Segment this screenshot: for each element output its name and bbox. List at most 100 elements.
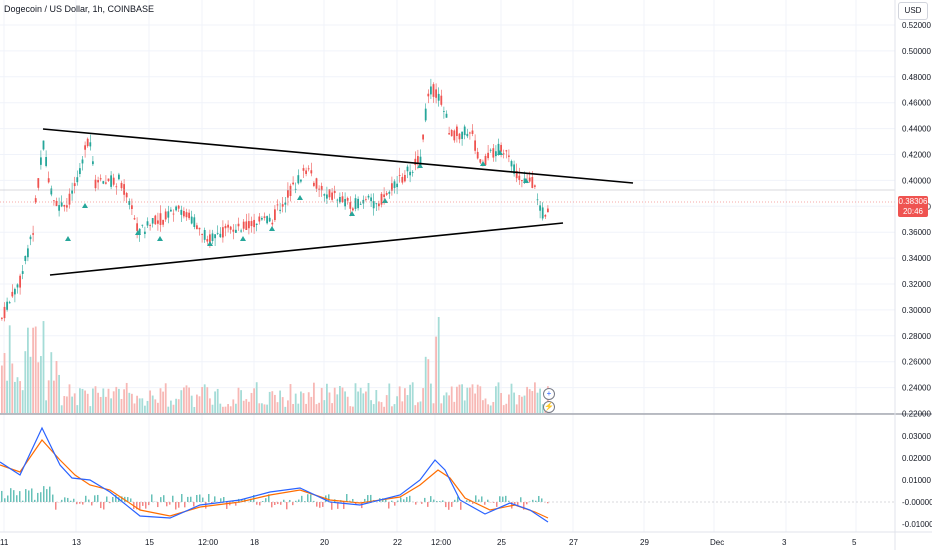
candle-body[interactable] bbox=[27, 248, 29, 258]
candle-body[interactable] bbox=[6, 301, 8, 310]
candle-body[interactable] bbox=[443, 111, 445, 112]
candle-body[interactable] bbox=[89, 142, 92, 147]
candle-body[interactable] bbox=[79, 168, 81, 175]
candle-body[interactable] bbox=[136, 223, 138, 231]
candle-body[interactable] bbox=[320, 185, 323, 191]
candle-body[interactable] bbox=[105, 182, 107, 184]
candle-body[interactable] bbox=[391, 183, 393, 191]
candle-body[interactable] bbox=[40, 157, 42, 165]
candle-body[interactable] bbox=[461, 131, 463, 139]
candle-body[interactable] bbox=[131, 205, 133, 210]
candle-body[interactable] bbox=[536, 199, 539, 201]
candle-body[interactable] bbox=[196, 225, 198, 230]
candle-body[interactable] bbox=[219, 233, 222, 238]
candle-body[interactable] bbox=[271, 222, 274, 225]
candle-body[interactable] bbox=[346, 198, 349, 201]
candle-body[interactable] bbox=[378, 203, 380, 207]
candle-body[interactable] bbox=[448, 133, 450, 135]
candle-body[interactable] bbox=[203, 230, 206, 240]
candle-body[interactable] bbox=[92, 161, 94, 165]
candle-body[interactable] bbox=[29, 236, 32, 240]
candle-body[interactable] bbox=[162, 219, 164, 225]
candle-body[interactable] bbox=[81, 159, 84, 164]
upper-trendline[interactable] bbox=[42, 128, 634, 184]
candle-body[interactable] bbox=[409, 171, 411, 176]
candle-body[interactable] bbox=[437, 93, 440, 101]
candle-body[interactable] bbox=[110, 175, 112, 187]
candle-body[interactable] bbox=[302, 168, 305, 171]
candle-body[interactable] bbox=[367, 195, 370, 198]
candle-body[interactable] bbox=[266, 216, 268, 224]
candle-body[interactable] bbox=[198, 227, 201, 230]
candle-body[interactable] bbox=[508, 155, 510, 157]
candlestick-series[interactable] bbox=[1, 78, 549, 322]
lightning-icon[interactable]: ⚡ bbox=[543, 401, 555, 413]
candle-body[interactable] bbox=[471, 130, 474, 134]
candle-body[interactable] bbox=[287, 190, 289, 198]
candle-body[interactable] bbox=[201, 234, 203, 235]
candle-body[interactable] bbox=[86, 138, 89, 147]
candle-body[interactable] bbox=[16, 284, 19, 288]
candle-body[interactable] bbox=[3, 306, 6, 319]
candle-body[interactable] bbox=[279, 209, 281, 211]
candle-body[interactable] bbox=[63, 204, 66, 207]
candle-body[interactable] bbox=[414, 158, 417, 166]
candle-body[interactable] bbox=[515, 170, 518, 179]
candle-body[interactable] bbox=[185, 212, 188, 218]
candle-body[interactable] bbox=[365, 199, 367, 201]
candle-body[interactable] bbox=[505, 150, 508, 152]
candle-body[interactable] bbox=[50, 188, 53, 195]
candle-body[interactable] bbox=[313, 182, 315, 186]
candle-body[interactable] bbox=[450, 129, 453, 137]
candle-body[interactable] bbox=[11, 291, 14, 297]
candle-body[interactable] bbox=[357, 198, 359, 209]
candle-body[interactable] bbox=[469, 132, 471, 134]
candle-body[interactable] bbox=[170, 209, 172, 212]
candle-body[interactable] bbox=[383, 194, 385, 197]
candle-body[interactable] bbox=[34, 198, 37, 203]
candle-body[interactable] bbox=[487, 152, 489, 159]
candle-body[interactable] bbox=[406, 166, 409, 172]
candle-body[interactable] bbox=[76, 177, 79, 183]
candle-body[interactable] bbox=[255, 223, 258, 225]
candle-body[interactable] bbox=[177, 205, 180, 209]
candle-body[interactable] bbox=[476, 151, 479, 159]
candle-body[interactable] bbox=[183, 211, 185, 217]
candle-body[interactable] bbox=[318, 188, 320, 190]
candle-body[interactable] bbox=[393, 181, 396, 188]
candle-body[interactable] bbox=[146, 221, 149, 226]
candle-body[interactable] bbox=[58, 205, 60, 211]
candle-body[interactable] bbox=[534, 185, 536, 187]
candle-body[interactable] bbox=[521, 180, 523, 182]
candle-body[interactable] bbox=[229, 226, 232, 230]
candle-body[interactable] bbox=[388, 191, 391, 194]
candle-body[interactable] bbox=[214, 234, 216, 239]
candle-body[interactable] bbox=[424, 108, 427, 121]
candle-body[interactable] bbox=[294, 188, 297, 190]
candle-body[interactable] bbox=[24, 255, 27, 261]
candle-body[interactable] bbox=[19, 275, 21, 288]
candle-body[interactable] bbox=[544, 214, 547, 217]
candle-body[interactable] bbox=[180, 209, 183, 215]
candle-body[interactable] bbox=[323, 194, 326, 196]
candle-body[interactable] bbox=[125, 192, 128, 198]
candle-body[interactable] bbox=[206, 239, 209, 242]
candle-body[interactable] bbox=[495, 151, 497, 157]
candle-body[interactable] bbox=[518, 175, 521, 180]
candle-body[interactable] bbox=[232, 229, 235, 232]
candle-body[interactable] bbox=[222, 227, 224, 238]
candle-body[interactable] bbox=[541, 207, 544, 219]
candle-body[interactable] bbox=[417, 156, 419, 165]
candle-body[interactable] bbox=[14, 288, 16, 295]
candle-body[interactable] bbox=[235, 229, 237, 233]
candle-body[interactable] bbox=[245, 221, 248, 231]
candle-body[interactable] bbox=[401, 176, 404, 183]
candle-body[interactable] bbox=[453, 130, 456, 141]
candle-body[interactable] bbox=[151, 218, 154, 224]
candle-body[interactable] bbox=[445, 113, 448, 118]
candle-body[interactable] bbox=[159, 213, 162, 225]
candle-body[interactable] bbox=[307, 168, 310, 170]
candle-body[interactable] bbox=[531, 176, 534, 188]
candle-body[interactable] bbox=[547, 208, 549, 213]
